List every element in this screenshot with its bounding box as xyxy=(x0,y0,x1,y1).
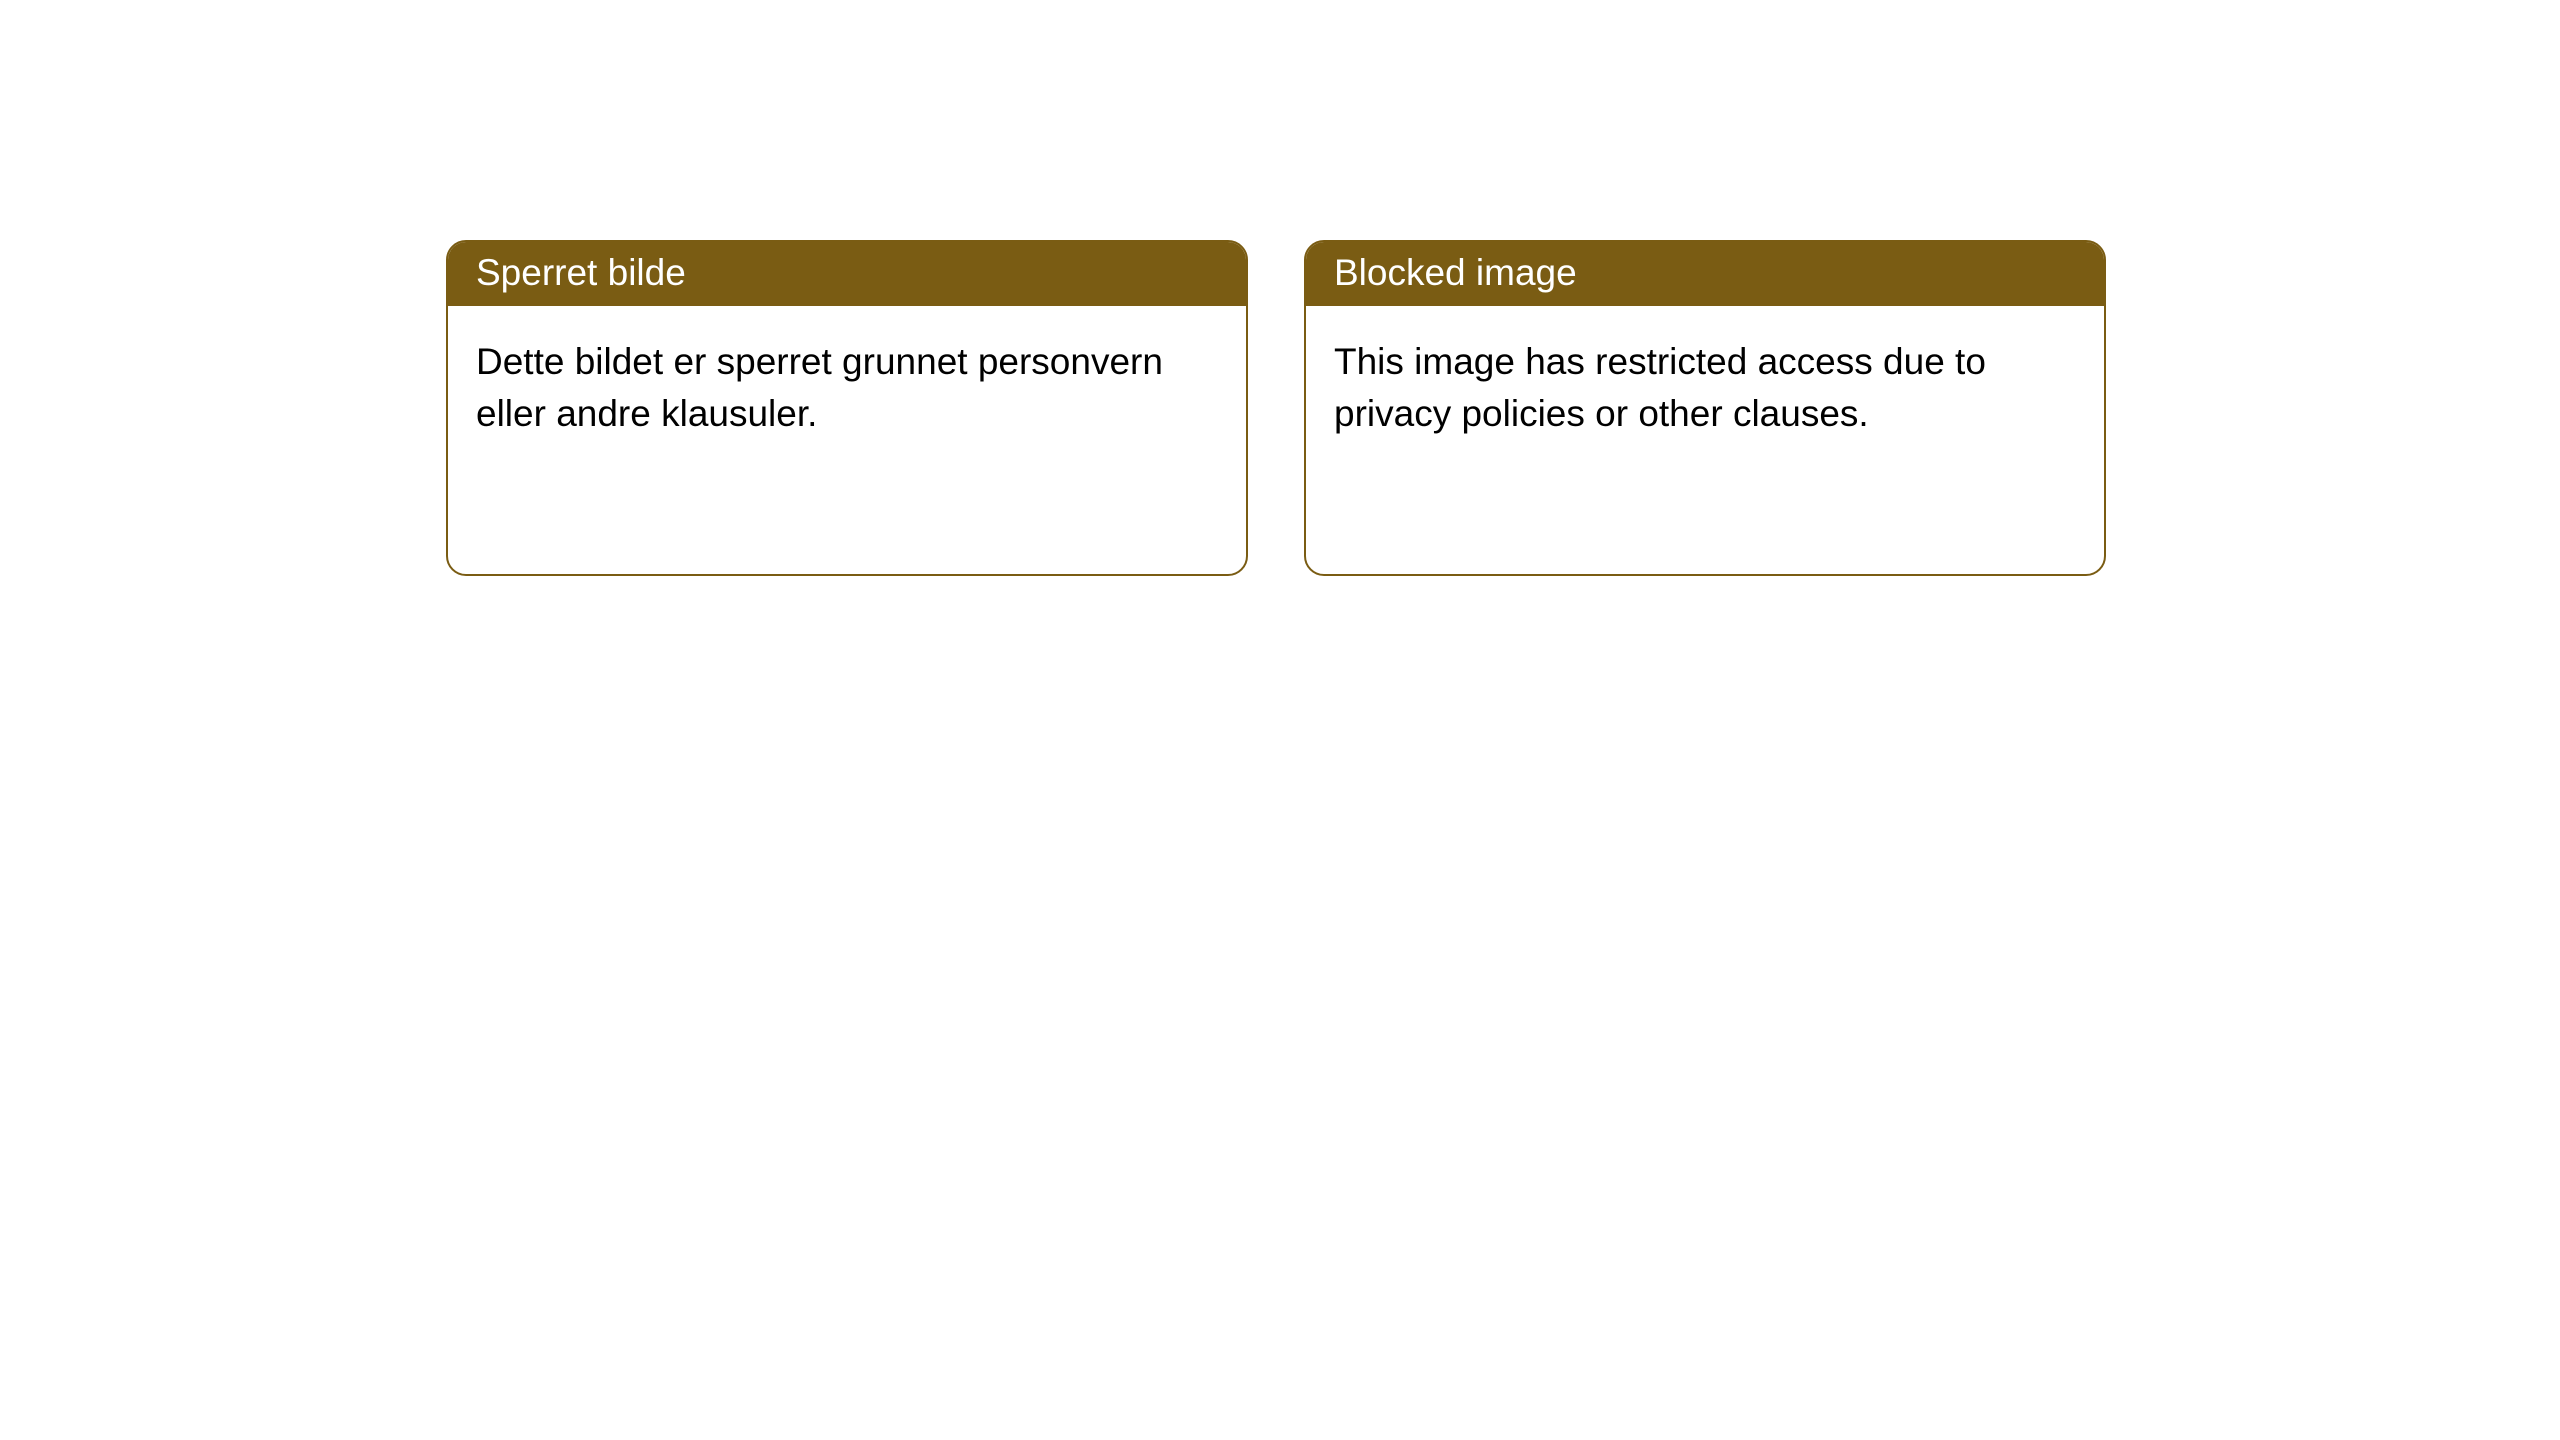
notice-body-norwegian: Dette bildet er sperret grunnet personve… xyxy=(448,306,1246,470)
notice-box-norwegian: Sperret bilde Dette bildet er sperret gr… xyxy=(446,240,1248,576)
notice-header-english: Blocked image xyxy=(1306,242,2104,306)
notice-box-english: Blocked image This image has restricted … xyxy=(1304,240,2106,576)
notice-header-norwegian: Sperret bilde xyxy=(448,242,1246,306)
notice-title: Sperret bilde xyxy=(476,252,686,293)
notice-body-english: This image has restricted access due to … xyxy=(1306,306,2104,470)
notice-text: Dette bildet er sperret grunnet personve… xyxy=(476,341,1163,434)
notice-title: Blocked image xyxy=(1334,252,1577,293)
notice-container: Sperret bilde Dette bildet er sperret gr… xyxy=(0,0,2560,576)
notice-text: This image has restricted access due to … xyxy=(1334,341,1986,434)
